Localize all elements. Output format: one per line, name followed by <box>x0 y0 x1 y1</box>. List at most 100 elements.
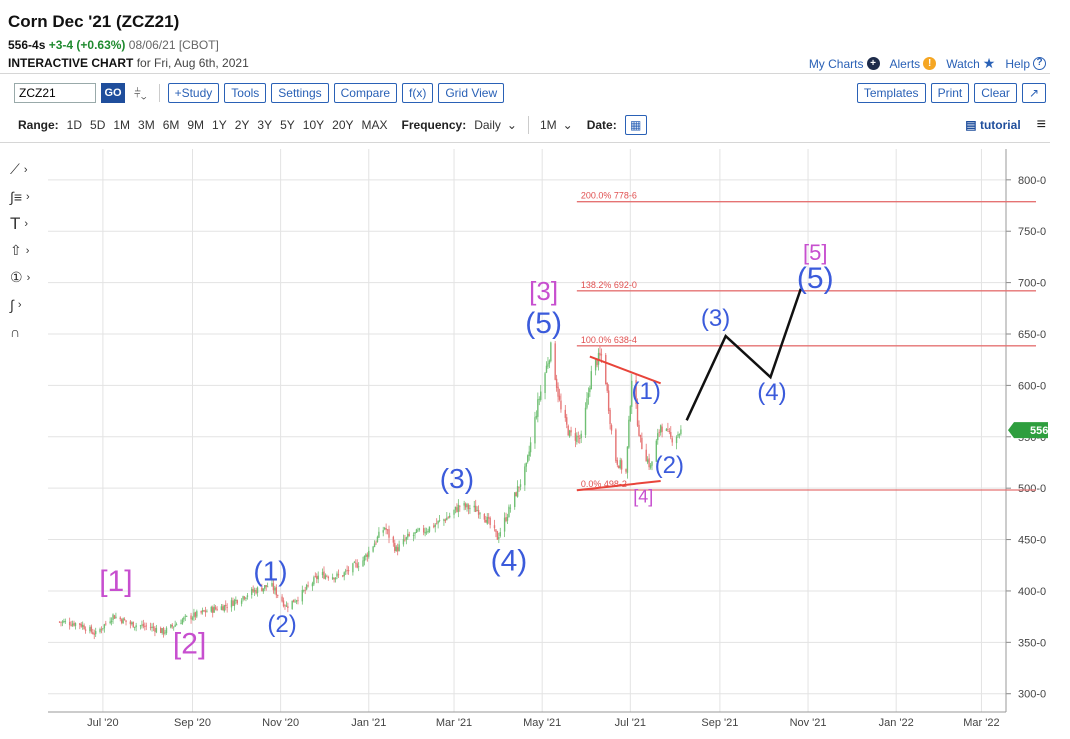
chart-type-icon[interactable]: ⫩⌄ <box>134 85 147 100</box>
arrow-tool-icon: ⇧ <box>10 242 22 258</box>
candle-body <box>203 610 205 612</box>
candle-body <box>479 513 481 515</box>
watch-link[interactable]: Watch ★ <box>946 55 995 72</box>
fib-level-label: 138.2% 692-0 <box>581 280 637 290</box>
candle-body <box>326 575 328 577</box>
arrow-tool-button[interactable]: ⇧ › <box>10 237 44 264</box>
candle-body <box>437 520 439 524</box>
calendar-icon[interactable]: ▦ <box>624 115 647 135</box>
candle-body <box>223 605 225 612</box>
templates-button[interactable]: Templates <box>856 83 926 103</box>
settings-button[interactable]: Settings <box>271 83 329 103</box>
hamburger-menu-icon[interactable]: ≡ <box>1036 116 1046 133</box>
candle-body <box>323 571 325 579</box>
candle-body <box>362 560 364 567</box>
range-option[interactable]: 20Y <box>332 118 354 132</box>
range-option[interactable]: 1M <box>113 118 131 132</box>
candle-body <box>232 600 234 606</box>
candle-body <box>139 625 142 627</box>
range-option[interactable]: MAX <box>361 118 388 132</box>
clear-button[interactable]: Clear <box>974 83 1017 103</box>
candle-body <box>606 383 608 391</box>
candle-body <box>518 486 520 488</box>
candle-body <box>317 575 319 580</box>
candle-body <box>271 583 273 586</box>
help-link[interactable]: Help ? <box>1005 57 1046 71</box>
y-tick-label: 650-0 <box>1018 329 1046 341</box>
last-price: 556-4s <box>8 38 46 52</box>
range-option[interactable]: 2Y <box>234 118 250 132</box>
fib-level-label: 200.0% 778-6 <box>581 191 637 201</box>
tools-button[interactable]: Tools <box>224 83 267 103</box>
expand-icon[interactable]: ↗ <box>1021 83 1046 103</box>
candle-body <box>596 359 598 366</box>
candle-body <box>262 588 264 592</box>
print-button[interactable]: Print <box>930 83 970 103</box>
candle-body <box>68 621 71 626</box>
text-tool-button[interactable]: T › <box>10 210 44 237</box>
candle-body <box>372 546 374 552</box>
candle-body <box>508 506 510 518</box>
wave-label: [5] <box>803 240 827 265</box>
candle-body <box>444 519 447 522</box>
candle-body <box>331 577 334 580</box>
magnet-button[interactable]: ∩ <box>10 318 44 345</box>
alert-icon: ! <box>923 57 937 70</box>
candle-body <box>625 469 627 472</box>
chevron-right-icon: › <box>26 190 30 203</box>
alerts-link[interactable]: Alerts ! <box>890 57 937 71</box>
range-option[interactable]: 3Y <box>257 118 273 132</box>
range-option[interactable]: 1Y <box>212 118 227 132</box>
candle-body <box>333 577 335 580</box>
candle-body <box>274 587 276 591</box>
candle-body <box>589 388 591 393</box>
candle-body <box>554 343 556 380</box>
fx-button[interactable]: f(x) <box>402 83 434 103</box>
candle-body <box>675 437 678 444</box>
candle-body <box>246 595 249 598</box>
candle-body <box>560 400 562 410</box>
frequency-value: Daily <box>474 118 501 132</box>
marker-tool-button[interactable]: ① › <box>10 264 44 291</box>
x-tick-label: Jul '21 <box>615 717 646 729</box>
x-tick-label: Jan '21 <box>351 717 386 729</box>
grid-view-button[interactable]: Grid View <box>438 83 505 103</box>
go-button[interactable]: GO <box>101 83 125 103</box>
candle-body <box>680 429 682 435</box>
candle-body <box>373 543 376 548</box>
candle-body <box>122 618 124 624</box>
candle-body <box>105 623 107 625</box>
symbol-input[interactable] <box>14 83 96 103</box>
range-option[interactable]: 6M <box>162 118 180 132</box>
line-tool-button[interactable]: ⟋ › <box>10 156 44 183</box>
tutorial-link[interactable]: ▤ tutorial <box>965 118 1020 132</box>
curve-tool-button[interactable]: ∫ › <box>10 291 44 318</box>
range-bar: Range: 1D 5D 1M 3M 6M 9M 1Y 2Y 3Y 5Y 10Y… <box>18 115 1046 135</box>
fib-tool-button[interactable]: ∫≡ › <box>10 183 44 210</box>
chevron-right-icon: › <box>26 271 31 284</box>
study-button[interactable]: +Study <box>167 83 220 103</box>
range-option[interactable]: 1D <box>66 118 83 132</box>
candle-body <box>307 585 309 587</box>
candle-body <box>63 621 65 623</box>
candle-body <box>489 517 491 526</box>
my-charts-link[interactable]: My Charts + <box>809 57 880 71</box>
range-option[interactable]: 9M <box>187 118 205 132</box>
range-option[interactable]: 5Y <box>280 118 295 132</box>
candle-body <box>180 623 182 625</box>
range-option[interactable]: 3M <box>138 118 155 132</box>
range-option[interactable]: 10Y <box>302 118 325 132</box>
candle-body <box>90 626 93 632</box>
candle-body <box>668 430 671 433</box>
candle-body <box>425 531 428 533</box>
y-tick-label: 300-0 <box>1018 689 1046 701</box>
compare-button[interactable]: Compare <box>333 83 397 103</box>
price-chart[interactable]: Jul '20 Sep '20 Nov '20 Jan '21 Mar '21 May '… <box>0 142 1070 739</box>
range-option[interactable]: 5D <box>90 118 106 132</box>
interval-select[interactable]: 1M ⌄ <box>540 118 573 132</box>
candle-body <box>631 380 633 407</box>
fib-tool-icon: ∫≡ <box>10 188 23 205</box>
candle-body <box>525 462 527 467</box>
wave-label: (2) <box>267 611 296 638</box>
frequency-select[interactable]: Daily ⌄ <box>474 118 517 132</box>
